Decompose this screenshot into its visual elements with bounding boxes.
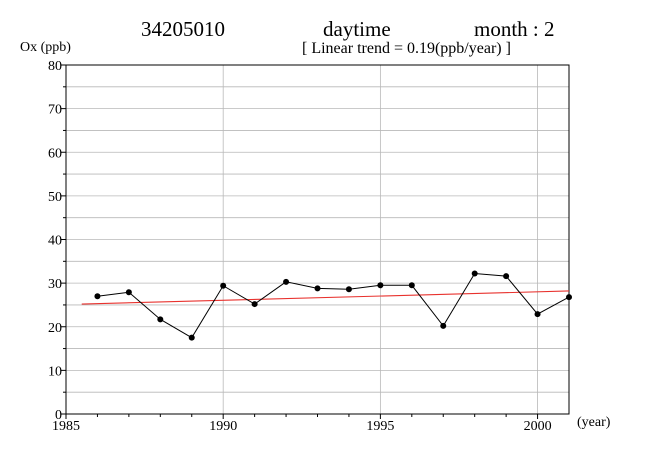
y-tick-label: 10 [48,364,62,379]
y-tick-label: 30 [48,277,62,292]
y-axis-label: Ox (ppb) [20,40,71,55]
series-line [97,273,570,339]
y-tick-label: 80 [48,59,62,74]
y-tick-label: 0 [55,408,62,423]
x-tick-label: 2000 [524,419,552,434]
data-point [283,278,290,285]
data-point [220,282,227,289]
y-tick-label: 70 [48,103,62,118]
trend-line [81,290,570,305]
y-tick-label: 50 [48,190,62,205]
data-point [377,282,384,289]
data-point [408,282,415,289]
x-tick-label: 1990 [209,419,237,434]
period-label: daytime [323,17,391,41]
y-tick-label: 40 [48,234,62,249]
data-point [345,286,352,293]
data-point [157,316,164,323]
data-point [534,311,541,318]
y-tick-label: 20 [48,321,62,336]
data-point [440,322,447,329]
data-point [94,293,101,300]
data-point [471,270,478,277]
x-tick-label: 1995 [366,419,394,434]
data-point [566,294,572,301]
data-point [125,289,132,296]
data-point [251,301,258,308]
month-label: month : 2 [474,17,555,41]
station-id: 34205010 [141,17,225,41]
data-point [503,273,510,280]
x-tick-label: 1985 [52,419,80,434]
data-point [188,334,195,341]
y-tick-label: 60 [48,146,62,161]
trend-label: [ Linear trend = 0.19(ppb/year) ] [302,40,511,57]
x-axis-unit-label: (year) [577,415,611,430]
data-point [314,285,321,292]
